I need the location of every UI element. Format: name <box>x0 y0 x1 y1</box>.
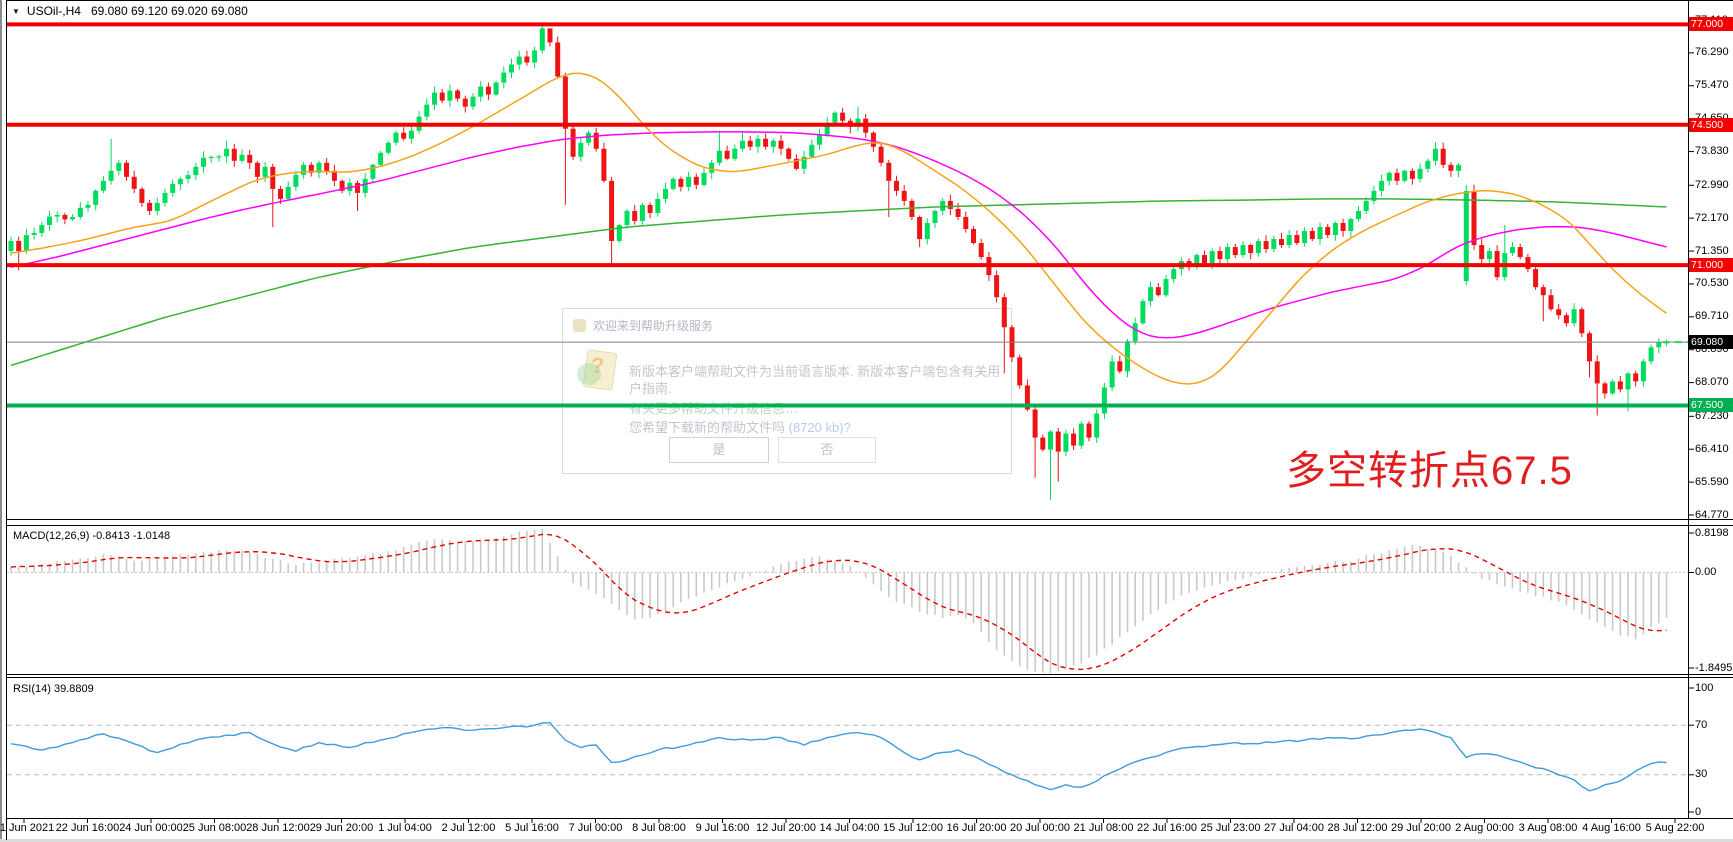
price-axis-label: 71.350 <box>1695 244 1729 257</box>
time-axis-label: 1 Jul 04:00 <box>378 822 432 834</box>
time-axis-label: 7 Jul 00:00 <box>568 822 623 834</box>
trade-annotation-text: 多空转折点67.5 <box>1286 449 1573 493</box>
rsi-axis-label: 0 <box>1695 805 1702 818</box>
macd-axis-label: -1.8495 <box>1695 661 1733 674</box>
price-axis-label: 67.230 <box>1695 409 1729 422</box>
time-axis-label: 28 Jul 12:00 <box>1327 822 1388 834</box>
price-axis-label: 65.590 <box>1695 475 1729 488</box>
price-axis-label: 66.410 <box>1695 442 1729 455</box>
price-axis-label: 69.710 <box>1695 310 1729 323</box>
help-file-icon: ? <box>577 347 619 393</box>
ghost-dialog-titlebar: 欢迎来到帮助升级服务 <box>573 317 713 334</box>
rsi-indicator-label: RSI(14) 39.8809 <box>13 683 94 695</box>
rsi-axis-label: 70 <box>1695 718 1708 731</box>
chart-title: ▼ USOil-,H4 69.080 69.120 69.020 69.080 <box>12 4 248 18</box>
rsi-axis-label: 100 <box>1695 681 1714 694</box>
time-axis-label: 21 Jun 2021 <box>0 822 55 834</box>
ghost-dialog-yes-button: 是 <box>669 437 769 463</box>
time-axis-label: 20 Jul 00:00 <box>1010 822 1070 834</box>
time-axis-label: 25 Jun 08:00 <box>182 822 247 834</box>
macd-indicator-label: MACD(12,26,9) -0.8413 -1.0148 <box>13 530 171 542</box>
time-axis-label: 5 Aug 22:00 <box>1645 822 1705 834</box>
price-axis-label: 72.990 <box>1695 178 1729 191</box>
time-axis-label: 5 Jul 16:00 <box>505 822 559 834</box>
price-line-label-71.000: 71.000 <box>1689 258 1733 273</box>
current-price-label: 69.080 <box>1689 335 1733 350</box>
price-axis-label: 75.470 <box>1695 79 1729 92</box>
price-line-label-67.500: 67.500 <box>1689 398 1733 413</box>
ghost-dialog-link: 有关更多帮助文件升级信息… <box>629 401 799 416</box>
price-axis-label: 72.170 <box>1695 211 1729 224</box>
time-axis-label: 22 Jul 16:00 <box>1137 822 1197 834</box>
macd-axis-label: 0.00 <box>1695 566 1717 578</box>
time-axis-label: 9 Jul 16:00 <box>695 822 750 834</box>
help-dialog-icon <box>573 319 586 332</box>
time-axis-label: 8 Jul 08:00 <box>632 822 686 834</box>
ghost-dialog-body-line2: 户指南. <box>629 381 672 396</box>
time-axis-label: 2 Aug 00:00 <box>1455 822 1514 834</box>
ghost-dialog-question: 您希望下载新的帮助文件吗 (8720 kb)? <box>629 420 851 435</box>
time-axis-label: 15 Jul 12:00 <box>883 822 943 834</box>
price-axis-label: 73.830 <box>1695 145 1729 158</box>
price-axis-label: 68.070 <box>1695 376 1729 389</box>
time-axis-label: 29 Jun 20:00 <box>309 822 374 834</box>
ohlc-quote-label: 69.080 69.120 69.020 69.080 <box>90 4 248 18</box>
time-axis-label: 3 Aug 08:00 <box>1518 822 1578 834</box>
symbol-dropdown-icon[interactable]: ▼ <box>12 7 20 16</box>
time-axis-label: 29 Jul 20:00 <box>1391 822 1451 834</box>
ghost-dialog-title: 欢迎来到帮助升级服务 <box>593 319 714 333</box>
price-axis-label: 70.530 <box>1695 277 1729 290</box>
symbol-period-label: USOil-,H4 <box>26 4 81 18</box>
time-axis-label: 28 Jun 12:00 <box>246 822 310 834</box>
time-axis-label: 21 Jul 08:00 <box>1073 822 1134 834</box>
time-axis-label: 24 Jun 00:00 <box>119 822 183 834</box>
time-axis-label: 22 Jun 16:00 <box>55 822 120 834</box>
ghost-help-upgrade-dialog: 欢迎来到帮助升级服务 ? 新版本客户端帮助文件为当前语言版本. 新版本客户端包含… <box>562 308 1012 474</box>
time-axis-label: 16 Jul 20:00 <box>946 822 1007 834</box>
price-line-label-74.500: 74.500 <box>1689 117 1733 132</box>
rsi-axis-label: 30 <box>1695 768 1708 781</box>
price-axis-label: 64.770 <box>1695 508 1729 521</box>
time-axis-label: 25 Jul 23:00 <box>1200 822 1261 834</box>
time-axis-label: 4 Aug 16:00 <box>1582 822 1641 834</box>
price-line-label-77.000: 77.000 <box>1689 17 1733 32</box>
time-axis-label: 2 Jul 12:00 <box>441 822 496 834</box>
time-axis-label: 14 Jul 04:00 <box>819 822 880 834</box>
ghost-dialog-no-button: 否 <box>778 437 876 463</box>
time-axis-label: 27 Jul 04:00 <box>1264 822 1324 834</box>
macd-axis-label: 0.8198 <box>1695 526 1729 539</box>
time-axis-label: 12 Jul 20:00 <box>756 822 816 834</box>
price-axis-label: 76.290 <box>1695 46 1729 59</box>
ghost-dialog-body-line1: 新版本客户端帮助文件为当前语言版本. 新版本客户端包含有关用 <box>629 364 1001 379</box>
